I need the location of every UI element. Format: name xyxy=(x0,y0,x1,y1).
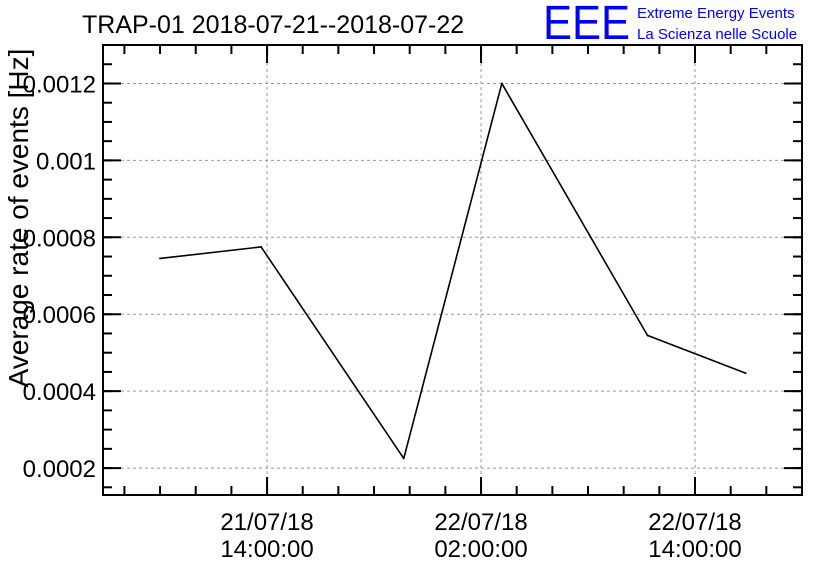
x-tick-label-date: 21/07/18 xyxy=(220,509,313,536)
series-segment xyxy=(501,82,649,337)
x-tick-label-time: 14:00:00 xyxy=(648,536,741,563)
data-point xyxy=(500,82,503,85)
x-tick-label-time: 14:00:00 xyxy=(220,536,313,563)
x-tick-label-date: 22/07/18 xyxy=(648,509,741,536)
plot-frame xyxy=(102,44,803,496)
eee-logo: EEE Extreme Energy Events La Scienza nel… xyxy=(543,0,797,50)
logo-line-1: Extreme Energy Events xyxy=(637,5,795,22)
data-point xyxy=(402,457,405,460)
data-point xyxy=(646,334,649,337)
series-segment xyxy=(260,246,405,460)
y-tick-label: 0.0006 xyxy=(23,302,96,329)
x-tick-label-date: 22/07/18 xyxy=(434,509,527,536)
axis-ticks xyxy=(103,44,803,495)
y-tick-label: 0.0004 xyxy=(23,379,96,406)
y-tick-label: 0.001 xyxy=(36,148,96,175)
data-point xyxy=(260,246,263,248)
tick-labels: 0.0002 0.0004 0.0006 0.0008 0.001 0.0012 21/07… xyxy=(23,71,742,563)
series-segment xyxy=(646,334,747,374)
series-segment xyxy=(159,246,262,260)
chart-title: TRAP-01 2018-07-21--2018-07-22 xyxy=(82,11,464,39)
y-tick-label: 0.0008 xyxy=(23,225,96,252)
y-tick-label: 0.0012 xyxy=(23,71,96,98)
logo-line-2: La Scienza nelle Scuole xyxy=(637,26,797,43)
x-tick-label-time: 02:00:00 xyxy=(434,536,527,563)
data-point xyxy=(744,372,747,374)
data-point xyxy=(159,257,161,260)
y-tick-label: 0.0002 xyxy=(23,456,96,483)
series-segment xyxy=(402,82,503,460)
grid-lines xyxy=(103,45,802,495)
logo-mark: EEE xyxy=(543,0,630,50)
data-series xyxy=(159,82,747,460)
y-axis-label: Average rate of events [Hz] xyxy=(3,49,34,388)
